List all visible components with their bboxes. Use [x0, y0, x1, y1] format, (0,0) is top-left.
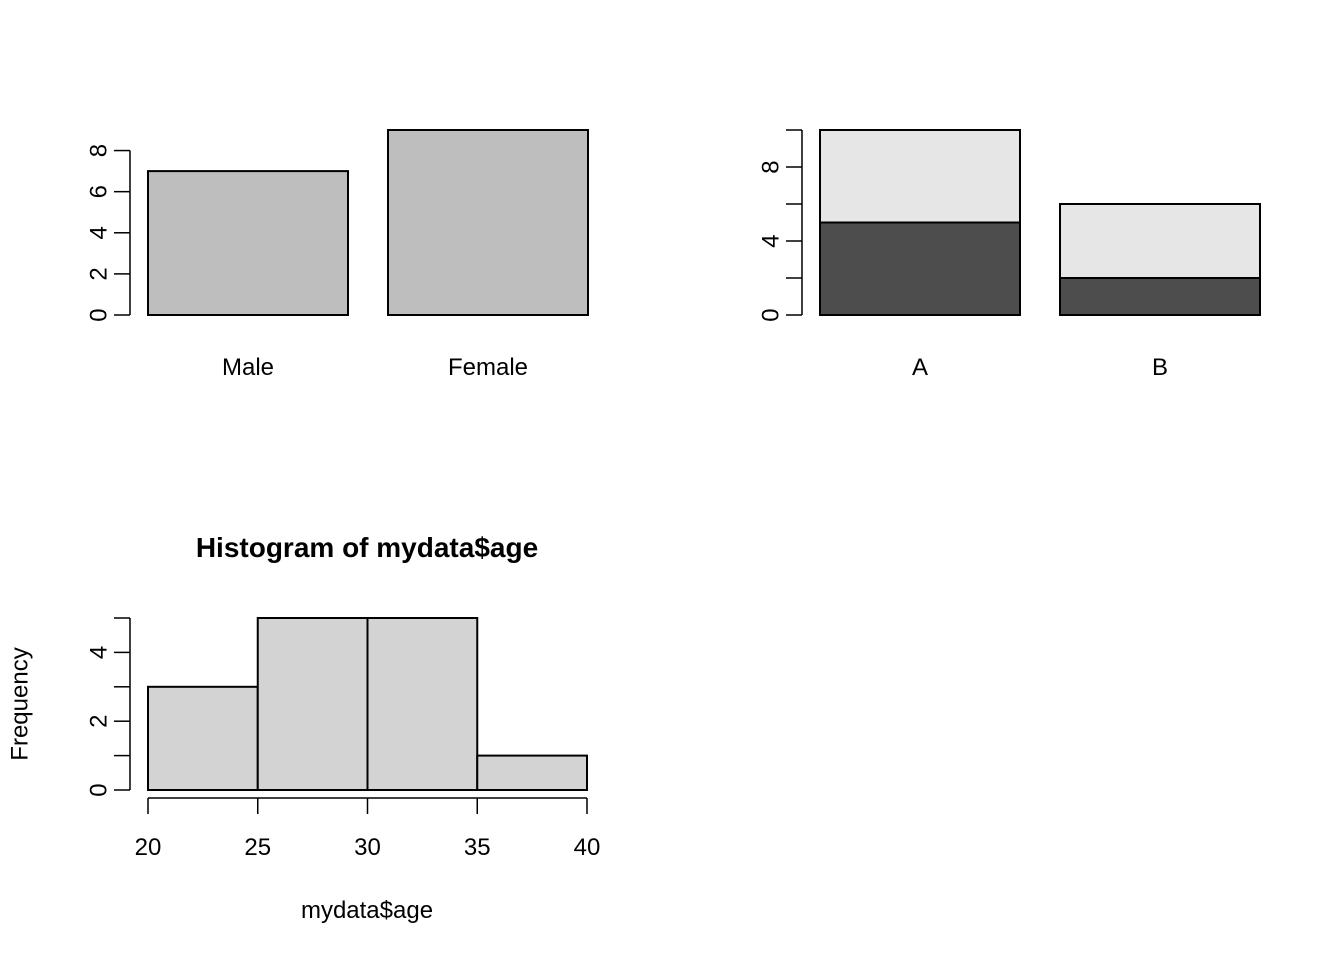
- x-tick-label: 20: [135, 834, 162, 861]
- x-tick-label: 40: [574, 834, 601, 861]
- y-tick-label: 2: [85, 267, 112, 280]
- bar-male: [147, 170, 349, 316]
- x-tick-label: 25: [244, 834, 271, 861]
- bar-female: [387, 129, 589, 316]
- category-label: Male: [222, 354, 274, 381]
- category-label: A: [912, 354, 928, 381]
- bar-b-segment-1: [1059, 277, 1261, 316]
- y-tick-label: 0: [85, 308, 112, 321]
- x-axis-label: mydata$age: [301, 897, 433, 924]
- y-tick-label: 4: [85, 226, 112, 239]
- y-tick-label: 6: [85, 185, 112, 198]
- y-tick-label: 4: [757, 234, 784, 247]
- category-label: Female: [448, 354, 528, 381]
- y-tick-label: 8: [757, 160, 784, 173]
- bar-a-segment-1: [819, 221, 1021, 316]
- y-tick-label: 0: [757, 308, 784, 321]
- histogram-bin: [366, 617, 479, 791]
- y-tick-label: 2: [85, 715, 112, 728]
- x-tick-label: 35: [464, 834, 491, 861]
- y-axis-label: Frequency: [6, 647, 33, 760]
- histogram-bin: [256, 617, 369, 791]
- bar-b-segment-2: [1059, 203, 1261, 279]
- y-tick-label: 8: [85, 144, 112, 157]
- histogram-bin: [147, 685, 259, 791]
- x-tick-label: 30: [354, 834, 381, 861]
- histogram-bin: [476, 754, 588, 791]
- histogram-title: Histogram of mydata$age: [196, 532, 538, 563]
- stacked-bar-chart: 0 4 8 A B: [757, 129, 1261, 381]
- y-tick-label: 0: [85, 783, 112, 796]
- gender-bar-chart: 0 2 4 6 8 Male Female: [85, 129, 589, 381]
- y-tick-label: 4: [85, 646, 112, 659]
- age-histogram: 0 2 4 20 25 30 35 40 Histogram of mydata$age myda…: [6, 532, 600, 924]
- bar-a-segment-2: [819, 129, 1021, 224]
- category-label: B: [1152, 354, 1168, 381]
